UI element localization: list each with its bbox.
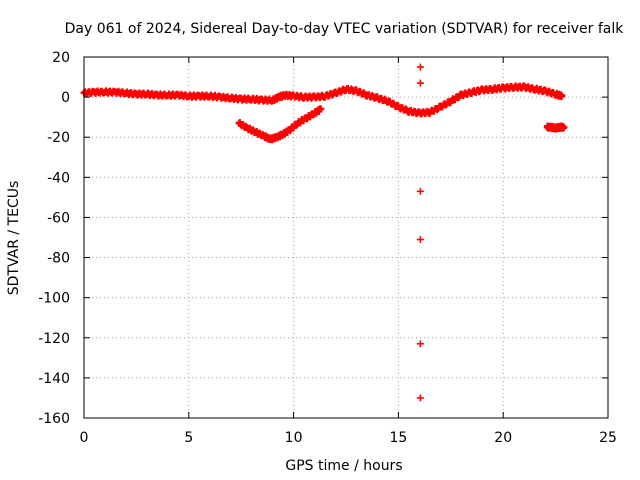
data-point — [416, 79, 424, 87]
data-point — [560, 123, 568, 131]
data-point — [416, 63, 424, 71]
y-tick-label: -80 — [47, 251, 70, 267]
chart-title: Day 061 of 2024, Sidereal Day-to-day VTE… — [65, 21, 625, 37]
data-points — [80, 63, 568, 402]
data-point — [416, 187, 424, 195]
y-tick-label: -60 — [47, 210, 70, 226]
data-point — [416, 340, 424, 348]
y-tick-label: -160 — [38, 411, 70, 427]
x-tick-label: 0 — [80, 430, 89, 446]
plot-frame — [83, 56, 609, 419]
y-tick-label: -140 — [38, 371, 70, 387]
y-tick-label: 0 — [61, 90, 70, 106]
y-axis-title: SDTVAR / TECUs — [6, 181, 22, 296]
y-tick-label: -120 — [38, 331, 70, 347]
axis-ticks: 0 5 10 15 20 25 20 0 -20 -40 -60 -80 -100 -120 -140 -16… — [38, 50, 617, 446]
x-tick-label: 10 — [285, 430, 303, 446]
grid-lines — [84, 57, 608, 418]
y-tick-label: -20 — [47, 130, 70, 146]
x-tick-label: 5 — [184, 430, 193, 446]
data-point — [416, 394, 424, 402]
y-tick-label: 20 — [52, 50, 70, 66]
y-tick-label: -100 — [38, 291, 70, 307]
data-point — [317, 105, 325, 113]
data-point — [558, 92, 566, 100]
x-tick-label: 20 — [494, 430, 512, 446]
y-tick-label: -40 — [47, 170, 70, 186]
data-point — [416, 236, 424, 244]
x-tick-label: 15 — [389, 430, 407, 446]
x-tick-label: 25 — [599, 430, 617, 446]
x-axis-title: GPS time / hours — [285, 458, 402, 474]
